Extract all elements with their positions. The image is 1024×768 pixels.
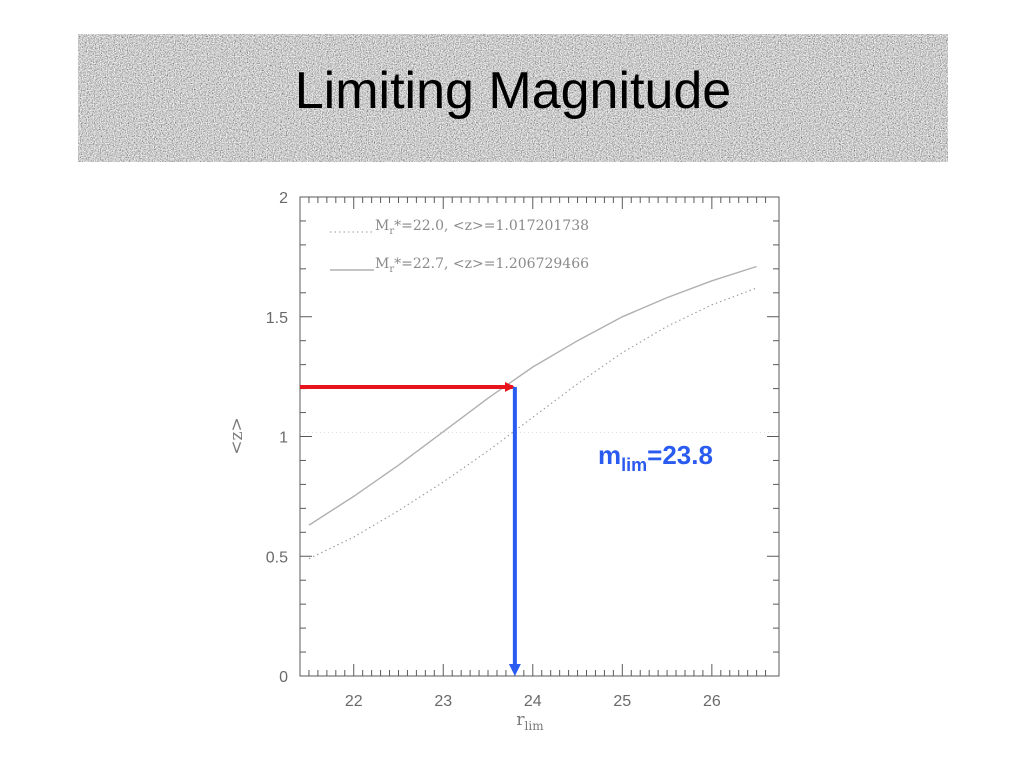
limiting-magnitude-arrowhead: [508, 664, 521, 676]
title-banner: Limiting Magnitude: [78, 34, 948, 162]
series-solid-line: [308, 265, 757, 526]
axis-tick-labels: 22 23 24 25 26 0 0.5 1 1.5 2: [266, 190, 721, 710]
y-tick-label: 1.5: [266, 310, 288, 327]
y-tick-label: 0: [279, 669, 288, 686]
series-dotted-line: [308, 287, 757, 560]
y-axis-label: <z>: [227, 417, 247, 454]
x-axis-label: rlim: [516, 710, 544, 733]
legend: Mr*=22.0, <z>=1.017201738 Mr*=22.7, <z>=…: [330, 218, 589, 275]
y-tick-label: 2: [279, 190, 288, 207]
slide-title: Limiting Magnitude: [294, 62, 732, 120]
legend-label-solid: Mr*=22.7, <z>=1.206729466: [375, 256, 589, 275]
axis-ticks: [300, 196, 779, 677]
y-tick-label: 1: [279, 430, 288, 447]
legend-label-dotted: Mr*=22.0, <z>=1.017201738: [375, 218, 589, 237]
x-tick-label: 22: [345, 693, 363, 710]
x-tick-label: 26: [703, 693, 721, 710]
y-tick-label: 0.5: [266, 549, 288, 566]
x-tick-label: 25: [613, 693, 631, 710]
limiting-magnitude-annotation: mlim=23.8: [598, 440, 713, 475]
redshift-vs-limiting-magnitude-chart: 22 23 24 25 26 0 0.5 1 1.5 2 Mr*=22.0, <z>=1.0172…: [227, 190, 780, 733]
granite-texture-background: [78, 34, 948, 162]
x-tick-label: 23: [434, 693, 452, 710]
x-tick-label: 24: [524, 693, 542, 710]
